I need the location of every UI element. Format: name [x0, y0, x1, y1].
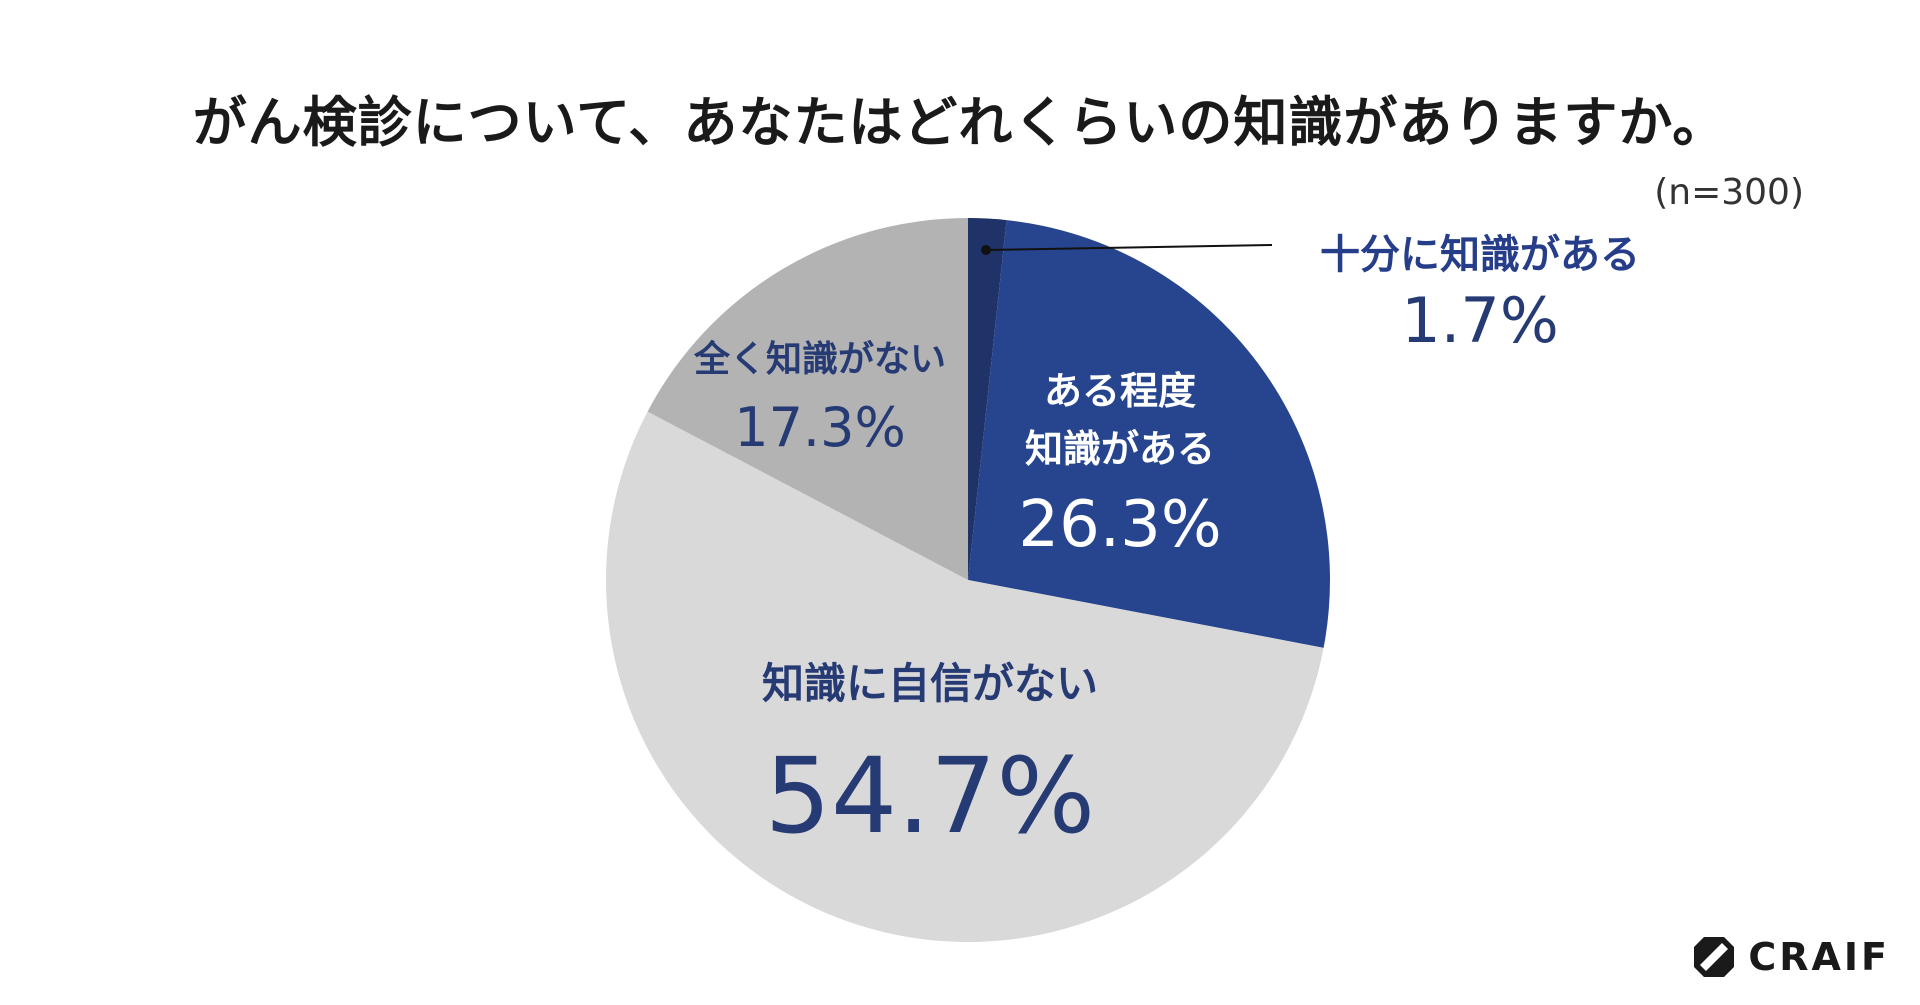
slice-label-some-knowledge: ある程度 知識がある 26.3% [980, 362, 1260, 562]
slice-percent: 26.3% [1018, 488, 1222, 562]
slice-name: 全く知識がない [693, 339, 946, 380]
craif-logo: CRAIF [1692, 935, 1890, 979]
pie-slice-3 [647, 218, 968, 580]
slice-name: 十分に知識がある [1320, 232, 1640, 278]
chart-title: がん検診について、あなたはどれくらいの知識がありますか。 [192, 91, 1728, 154]
leader-line [985, 244, 1273, 251]
slice-percent: 17.3% [734, 396, 906, 459]
pie-slice-1 [968, 220, 1330, 648]
slice-percent: 1.7% [1401, 284, 1559, 357]
pie-slice-0 [968, 218, 1007, 580]
leader-dot [981, 245, 991, 255]
pie-slice-2 [606, 411, 1324, 942]
slice-label-unsure: 知識に自信がない 54.7% [680, 650, 1180, 857]
craif-logo-text: CRAIF [1748, 935, 1890, 979]
craif-logo-icon [1694, 937, 1735, 977]
slice-name-line-2: 知識がある [1024, 427, 1215, 471]
slice-percent: 54.7% [764, 735, 1096, 857]
slice-name-line-1: ある程度 [1043, 369, 1196, 413]
slice-name: 知識に自信がない [761, 659, 1098, 708]
slice-label-no-knowledge: 全く知識がない 17.3% [640, 330, 1000, 459]
slice-label-full-knowledge: 十分に知識がある 1.7% [1280, 222, 1680, 357]
sample-size: (n=300) [1654, 172, 1804, 213]
